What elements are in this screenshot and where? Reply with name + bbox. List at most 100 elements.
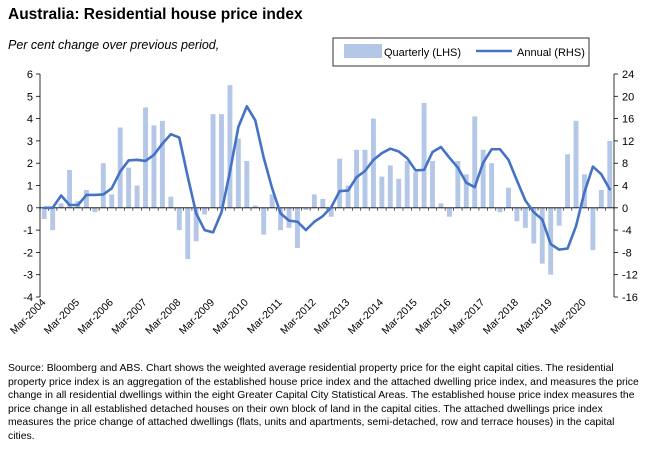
y-left-tick-label: -1 bbox=[23, 225, 33, 237]
x-tick-label: Mar-2017 bbox=[447, 297, 487, 337]
bar-quarterly bbox=[67, 169, 72, 208]
bar-quarterly bbox=[303, 207, 309, 211]
y-right-tick-label: 0 bbox=[622, 203, 628, 215]
bar-quarterly bbox=[193, 207, 199, 242]
y-left-tick-label: 1 bbox=[27, 181, 33, 193]
legend-frame bbox=[332, 37, 590, 67]
y-right-tick-label: 12 bbox=[622, 136, 634, 148]
legend-label-quarterly: Quarterly (LHS) bbox=[384, 47, 461, 59]
line-annual bbox=[42, 105, 612, 251]
bar-quarterly bbox=[143, 107, 148, 208]
bar-quarterly bbox=[565, 154, 571, 208]
bar-quarterly bbox=[522, 207, 528, 228]
bar-quarterly bbox=[159, 120, 165, 208]
x-tick-label: Mar-2013 bbox=[312, 297, 352, 337]
bar-quarterly bbox=[379, 176, 385, 208]
x-tick-label: Mar-2020 bbox=[548, 297, 588, 337]
bar-quarterly bbox=[345, 185, 351, 208]
bar-quarterly bbox=[387, 165, 393, 208]
bar-quarterly bbox=[497, 207, 503, 213]
x-tick-label: Mar-2007 bbox=[109, 297, 149, 337]
x-tick-label: Mar-2018 bbox=[481, 297, 521, 337]
chart-subtitle: Per cent change over previous period, bbox=[8, 38, 220, 52]
bar-quarterly bbox=[556, 207, 562, 226]
bar-quarterly bbox=[438, 203, 444, 208]
bar-quarterly bbox=[404, 160, 410, 208]
bar-quarterly bbox=[573, 120, 579, 208]
bar-quarterly bbox=[463, 174, 469, 208]
bar-quarterly bbox=[252, 205, 258, 208]
y-right-tick-label: -16 bbox=[622, 292, 638, 304]
bar-quarterly bbox=[421, 102, 427, 208]
bar-quarterly bbox=[590, 207, 596, 251]
bar-quarterly bbox=[168, 196, 174, 208]
bar-quarterly bbox=[337, 158, 343, 208]
line-layer bbox=[42, 105, 612, 251]
y-right-tick-label: 4 bbox=[622, 181, 628, 193]
bar-quarterly bbox=[295, 207, 300, 248]
bar-quarterly bbox=[269, 194, 275, 208]
bar-quarterly bbox=[134, 185, 140, 208]
bar-quarterly bbox=[235, 138, 241, 208]
bar-quarterly bbox=[261, 207, 267, 235]
y-left-tick-label: 2 bbox=[27, 158, 33, 170]
y-right-tick-label: 8 bbox=[622, 158, 628, 170]
bar-quarterly bbox=[41, 207, 47, 219]
bar-quarterly bbox=[413, 172, 419, 208]
bar-quarterly bbox=[455, 160, 461, 208]
x-tick-label: Mar-2005 bbox=[42, 297, 82, 337]
y-left-tick-label: -4 bbox=[23, 292, 33, 304]
bar-quarterly bbox=[472, 116, 478, 208]
y-left-tick-label: 6 bbox=[27, 69, 33, 81]
bar-quarterly bbox=[396, 178, 402, 208]
y-left-tick-label: 0 bbox=[27, 203, 33, 215]
bar-quarterly bbox=[210, 114, 216, 208]
x-tick-label: Mar-2016 bbox=[413, 297, 453, 337]
x-tick-label: Mar-2010 bbox=[211, 297, 251, 337]
y-left-tick-label: -3 bbox=[23, 270, 33, 282]
bar-quarterly bbox=[531, 207, 537, 244]
chart-title: Australia: Residential house price index bbox=[8, 6, 303, 23]
bar-quarterly bbox=[109, 194, 115, 208]
y-right-tick-label: -12 bbox=[622, 270, 638, 282]
bar-quarterly bbox=[320, 198, 326, 208]
y-left-tick-label: 5 bbox=[27, 91, 33, 103]
bar-quarterly bbox=[185, 207, 191, 260]
bar-quarterly bbox=[514, 207, 520, 222]
y-right-tick-label: 16 bbox=[622, 114, 634, 126]
bar-quarterly bbox=[126, 167, 132, 208]
bar-quarterly bbox=[311, 194, 317, 208]
y-right-tick-label: -8 bbox=[622, 247, 632, 259]
legend-swatch-quarterly bbox=[344, 44, 382, 58]
y-right-tick-label: 20 bbox=[622, 91, 634, 103]
source-note: Source: Bloomberg and ABS. Chart shows t… bbox=[8, 363, 639, 442]
bar-quarterly bbox=[219, 114, 224, 208]
y-left-tick-label: -2 bbox=[23, 247, 33, 259]
bar-quarterly bbox=[539, 207, 545, 264]
bar-quarterly bbox=[50, 207, 56, 231]
bar-quarterly bbox=[286, 207, 292, 228]
bar-quarterly bbox=[202, 207, 208, 215]
bar-quarterly bbox=[607, 140, 613, 208]
bar-quarterly bbox=[328, 207, 334, 217]
y-left-tick-label: 4 bbox=[27, 114, 33, 126]
bar-quarterly bbox=[480, 149, 486, 208]
bar-quarterly bbox=[83, 189, 89, 208]
x-tick-label: Mar-2012 bbox=[278, 297, 318, 337]
legend-label-annual: Annual (RHS) bbox=[517, 47, 585, 59]
bar-quarterly bbox=[244, 160, 250, 208]
bar-quarterly bbox=[430, 160, 435, 208]
bar-quarterly bbox=[92, 207, 98, 213]
bar-quarterly bbox=[506, 187, 511, 208]
x-tick-label: Mar-2019 bbox=[515, 297, 555, 337]
bar-quarterly bbox=[227, 85, 233, 208]
bar-quarterly bbox=[362, 149, 368, 208]
x-tick-label: Mar-2015 bbox=[379, 297, 419, 337]
x-tick-label: Mar-2006 bbox=[76, 297, 116, 337]
legend: Quarterly (LHS) Annual (RHS) bbox=[332, 37, 590, 67]
bar-quarterly bbox=[489, 163, 495, 208]
bar-quarterly bbox=[58, 203, 64, 208]
bars-layer bbox=[41, 85, 613, 275]
bar-quarterly bbox=[370, 118, 376, 208]
bar-quarterly bbox=[100, 163, 106, 208]
